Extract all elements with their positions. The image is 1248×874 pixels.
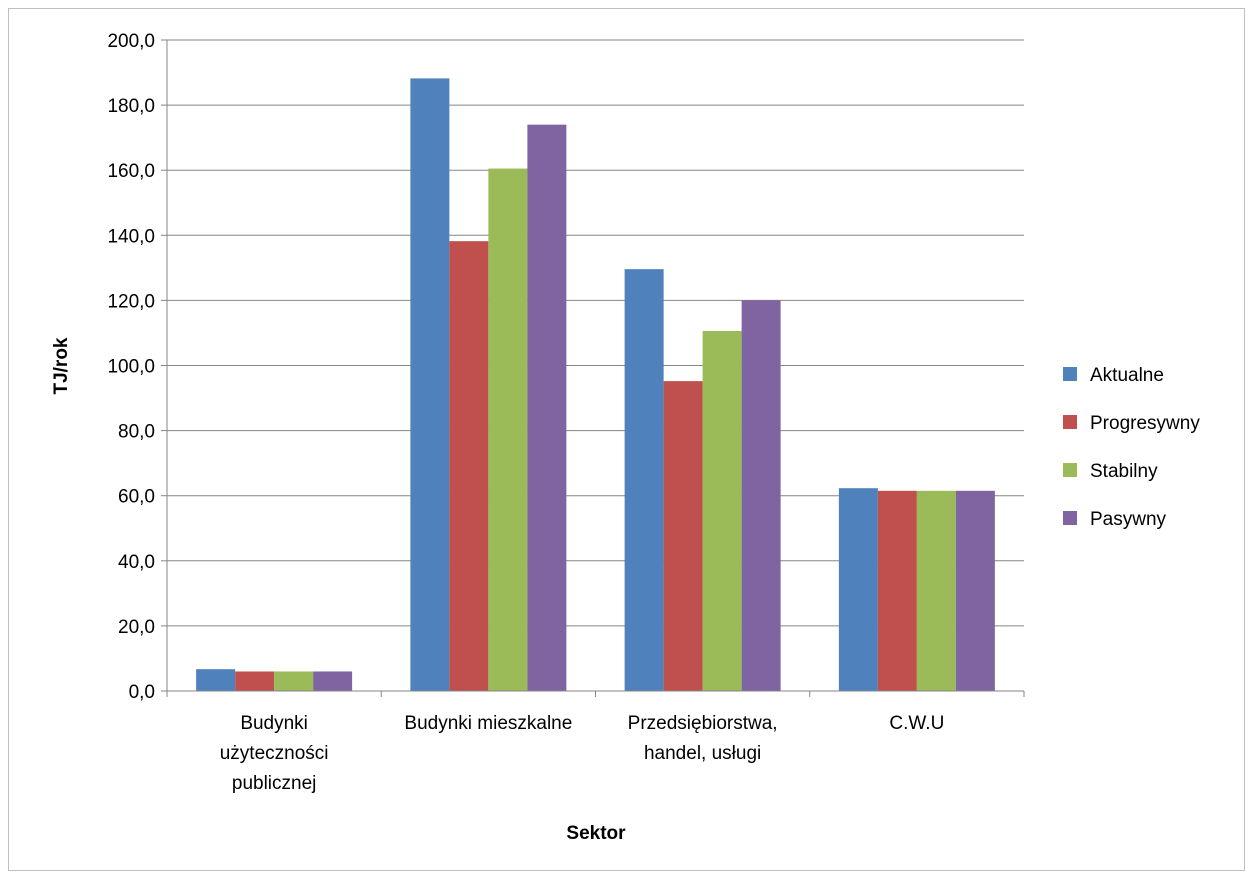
y-tick-label: 0,0: [129, 682, 155, 703]
x-tick-label: publicznej: [232, 773, 317, 794]
bar-progresywny: [877, 490, 917, 691]
y-tick-label: 80,0: [118, 422, 155, 443]
bar-stabilny: [702, 330, 742, 691]
x-tick-label: Przedsiębiorstwa,: [628, 713, 778, 734]
y-tick-label: 140,0: [107, 226, 155, 247]
bar-progresywny: [449, 241, 489, 691]
y-tick-label: 180,0: [107, 96, 155, 117]
bar-progresywny: [663, 381, 703, 691]
legend-swatch-pasywny: [1063, 511, 1077, 525]
bar-aktualne: [196, 669, 236, 691]
y-tick-label: 200,0: [107, 31, 155, 52]
y-tick-label: 100,0: [107, 357, 155, 378]
x-tick-label: użyteczności: [220, 743, 329, 764]
x-tick-label: C.W.U: [889, 713, 944, 734]
legend-label-pasywny: Pasywny: [1090, 509, 1167, 530]
x-tick-label: handel, usługi: [644, 743, 761, 764]
bar-pasywny: [741, 300, 781, 691]
x-tick-label: Budynki mieszkalne: [404, 713, 572, 734]
y-tick-label: 120,0: [107, 291, 155, 312]
bar-stabilny: [916, 490, 956, 691]
bar-aktualne: [410, 78, 450, 691]
bar-stabilny: [488, 168, 528, 691]
bar-pasywny: [527, 124, 567, 691]
x-axis-title: Sektor: [566, 823, 626, 844]
y-tick-labels: 0,0 20,0 40,0 60,0 80,0 100,0 120,0 140,0 160,0 1…: [107, 31, 155, 703]
y-tick-label: 60,0: [118, 487, 155, 508]
legend-label-aktualne: Aktualne: [1090, 365, 1164, 386]
bar-pasywny: [313, 671, 353, 691]
bar-aktualne: [624, 269, 664, 691]
y-axis-title: TJ/rok: [51, 337, 72, 394]
axes: [161, 39, 1025, 697]
x-tick-labels: Budynki użyteczności publicznej Budynki mie…: [220, 713, 945, 794]
legend-label-stabilny: Stabilny: [1090, 461, 1158, 482]
bar-stabilny: [274, 671, 314, 691]
bar-aktualne: [838, 488, 878, 691]
legend-swatch-aktualne: [1063, 367, 1077, 381]
bar-pasywny: [955, 490, 995, 691]
legend-swatch-stabilny: [1063, 463, 1077, 477]
y-tick-label: 40,0: [118, 552, 155, 573]
y-tick-label: 160,0: [107, 161, 155, 182]
y-tick-label: 20,0: [118, 617, 155, 638]
bars: [196, 78, 995, 691]
legend: Aktualne Progresywny Stabilny Pasywny: [1063, 365, 1200, 530]
legend-label-progresywny: Progresywny: [1090, 413, 1200, 434]
x-tick-label: Budynki: [240, 713, 308, 734]
bar-progresywny: [235, 671, 275, 691]
legend-swatch-progresywny: [1063, 415, 1077, 429]
